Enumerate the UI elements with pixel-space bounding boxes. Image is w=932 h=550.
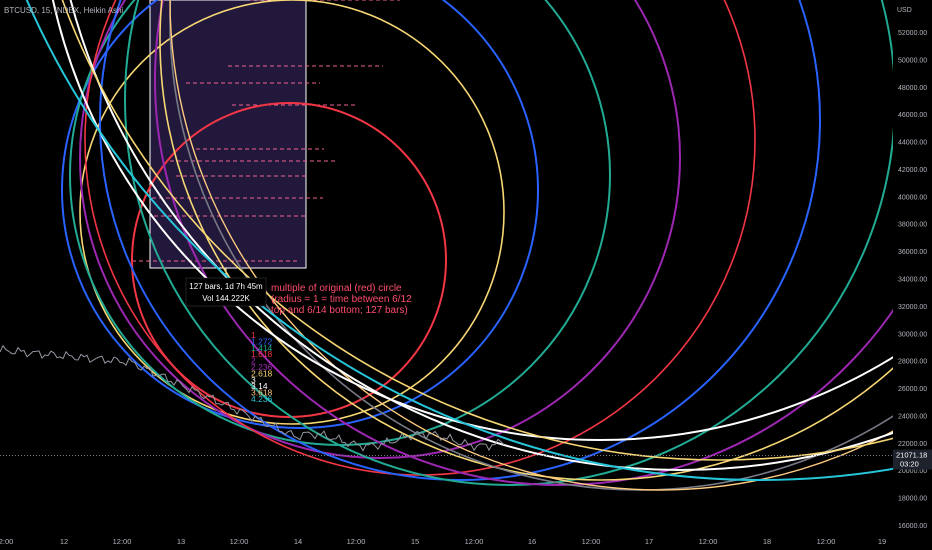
fib-circle[interactable] <box>61 0 539 429</box>
measure-tool[interactable] <box>149 0 307 282</box>
measure-bars-text: 127 bars, 1d 7h 45m <box>189 282 263 291</box>
price-tick-label: 30000.00 <box>898 331 927 338</box>
time-tick-label: 12:00 <box>699 537 718 546</box>
time-tick-label: 16 <box>528 537 536 546</box>
fib-circle[interactable] <box>79 0 681 459</box>
fib-circle[interactable] <box>131 102 447 418</box>
time-tick-label: 18 <box>763 537 771 546</box>
time-tick-label: 12:00 <box>582 537 601 546</box>
time-tick-label: 12:00 <box>347 537 366 546</box>
annotation-line-2: (radius = 1 = time between 6/12 <box>271 294 412 305</box>
price-tick-label: 36000.00 <box>898 249 927 256</box>
time-tick-label: 17 <box>645 537 653 546</box>
fib-circle[interactable] <box>79 0 505 425</box>
time-tick-label: 12:00 <box>230 537 249 546</box>
price-axis[interactable]: USD 52000.00 50000.00 48000.00 46000.00 4400… <box>893 0 932 550</box>
price-tick-label: 16000.00 <box>898 523 927 530</box>
fib-circle[interactable] <box>159 0 932 481</box>
time-tick-label: 12 <box>60 537 68 546</box>
measure-volume-text: Vol 144.222K <box>202 294 250 303</box>
price-tick-label: 26000.00 <box>898 386 927 393</box>
ratio-label: 3.14 <box>251 381 268 391</box>
ratio-label: 2.618 <box>251 368 273 378</box>
ratio-label: 1.272 <box>251 336 273 346</box>
annotation[interactable]: multiple of original (red) circle (radiu… <box>271 283 412 316</box>
price-tick-label: 32000.00 <box>898 304 927 311</box>
time-ticks: 2:00 12 12:00 13 12:00 14 12:00 15 12:00 16 12:00 1… <box>0 537 886 546</box>
ratio-labels: 11.2721.4141.61822.2362.61833.143.6184.2… <box>251 330 273 404</box>
price-tick-label: 42000.00 <box>898 167 927 174</box>
ratio-label: 2.236 <box>251 362 273 372</box>
measure-info-bg <box>185 277 267 307</box>
price-tick-label: 40000.00 <box>898 194 927 201</box>
fib-circle[interactable] <box>0 0 932 481</box>
time-axis-bg <box>0 532 893 550</box>
time-tick-label: 15 <box>411 537 419 546</box>
price-tick-label: 52000.00 <box>898 30 927 37</box>
price-tick-label: 24000.00 <box>898 413 927 420</box>
symbol-header[interactable]: BTCUSD, 15, INDEX, Heikin Ashi <box>4 6 123 15</box>
last-price-badge-bg <box>893 449 932 470</box>
time-tick-label: 12:00 <box>817 537 836 546</box>
time-tick-label: 14 <box>294 537 302 546</box>
ratio-label: 1.414 <box>251 343 273 353</box>
time-axis[interactable]: 2:00 12 12:00 13 12:00 14 12:00 15 12:00 16 12:00 1… <box>0 532 893 550</box>
fib-circle[interactable] <box>50 0 932 471</box>
annotation-line-1: multiple of original (red) circle <box>271 283 402 294</box>
price-tick-label: 28000.00 <box>898 359 927 366</box>
price-tick-label: 48000.00 <box>898 85 927 92</box>
price-tick-label: 44000.00 <box>898 140 927 147</box>
price-tick-label: 18000.00 <box>898 496 927 503</box>
last-price-value: 21071.18 <box>896 451 927 460</box>
fib-circle[interactable] <box>40 0 932 441</box>
fib-circles[interactable] <box>0 0 932 491</box>
fib-circle[interactable] <box>169 0 932 491</box>
price-tick-label: 22000.00 <box>898 441 927 448</box>
price-tick-label: 38000.00 <box>898 222 927 229</box>
price-series <box>0 344 505 452</box>
time-tick-label: 12:00 <box>465 537 484 546</box>
price-tick-label: 20000.00 <box>898 468 927 475</box>
last-price-badge: 21071.18 03:20 <box>893 449 932 470</box>
ratio-label: 3.618 <box>251 388 273 398</box>
time-tick-label: 2:00 <box>0 537 13 546</box>
price-ticks: 52000.00 50000.00 48000.00 46000.00 44000.00… <box>898 30 927 530</box>
time-tick-label: 13 <box>177 537 185 546</box>
fib-circle[interactable] <box>20 0 932 461</box>
currency-label: USD <box>897 7 912 14</box>
time-tick-label: 12:00 <box>113 537 132 546</box>
ratio-label: 1 <box>251 330 256 340</box>
dashed-levels <box>132 0 400 262</box>
ratio-label: 4.236 <box>251 394 273 404</box>
price-tick-label: 46000.00 <box>898 112 927 119</box>
bar-countdown: 03:20 <box>900 460 919 469</box>
fib-circle[interactable] <box>99 0 821 481</box>
ratio-label: 3 <box>251 375 256 385</box>
fib-circle[interactable] <box>154 0 932 486</box>
time-tick-label: 19 <box>878 537 886 546</box>
measure-range-box[interactable] <box>149 0 307 269</box>
ratio-label: 1.618 <box>251 349 273 359</box>
annotation-line-3: top and 6/14 bottom; 127 bars) <box>271 305 408 316</box>
price-tick-label: 34000.00 <box>898 277 927 284</box>
measure-info-box: 127 bars, 1d 7h 45m Vol 144.222K <box>185 277 267 307</box>
ratio-label: 2 <box>251 356 256 366</box>
price-tick-label: 50000.00 <box>898 57 927 64</box>
